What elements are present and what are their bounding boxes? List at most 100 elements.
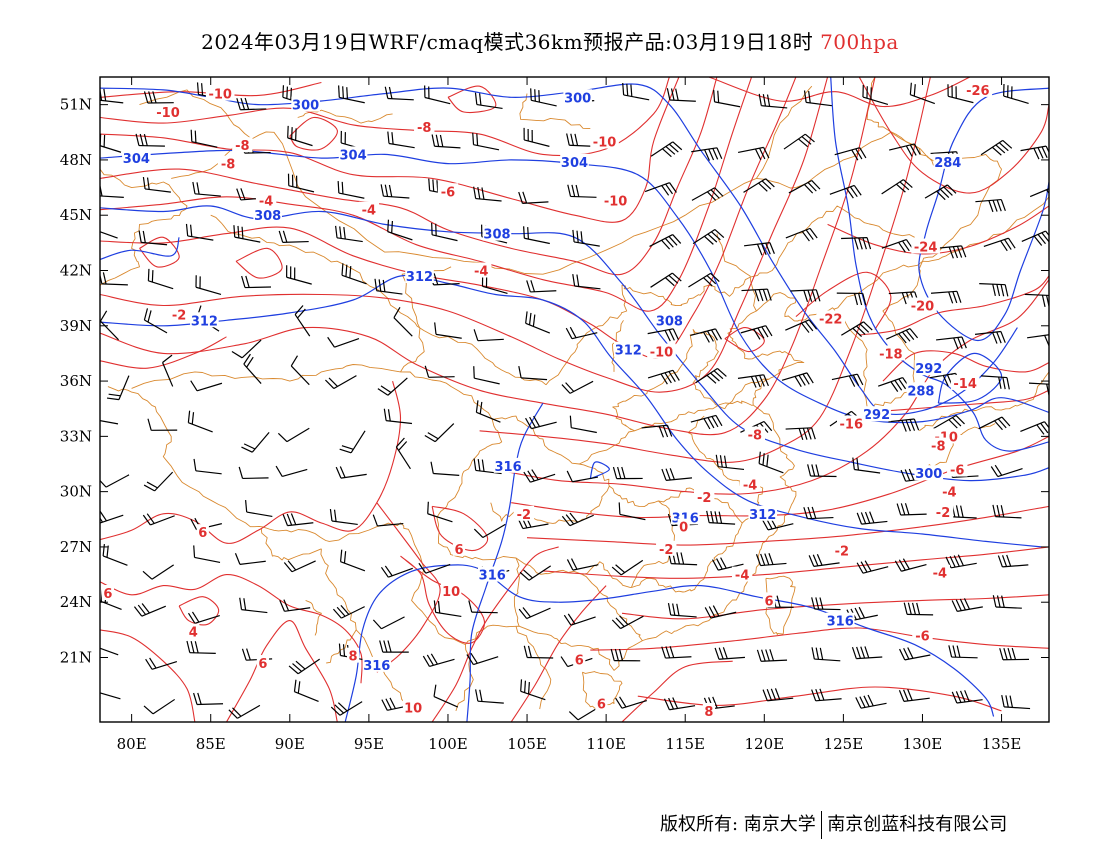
temperature-contour [448, 86, 496, 112]
wind-barb [163, 355, 173, 386]
wind-barb [241, 432, 269, 452]
temperature-contour [236, 248, 282, 278]
wind-barb [998, 555, 1028, 567]
lon-tick-label: 100E [428, 735, 468, 753]
wind-barb [396, 438, 410, 469]
wind-barb [474, 187, 502, 201]
map-frame [100, 77, 1049, 722]
temperature-label: -6 [441, 185, 455, 200]
wind-barb [476, 689, 504, 703]
temperature-label: 6 [455, 543, 464, 558]
wind-barb [936, 246, 966, 258]
temperature-label: 8 [704, 705, 713, 720]
wind-barb [690, 329, 721, 343]
wind-barb [786, 428, 816, 440]
wind-barb [336, 466, 366, 478]
height-label: 308 [254, 209, 281, 224]
temperature-label: -2 [697, 491, 711, 506]
temperature-label: -10 [156, 106, 180, 121]
wind-barb [143, 565, 174, 579]
temperature-label: -22 [819, 312, 843, 327]
wind-barb [852, 646, 882, 658]
wind-barb [889, 144, 920, 156]
wind-barb [294, 680, 318, 702]
wind-barb [857, 561, 888, 574]
temperature-label: -4 [474, 265, 488, 280]
wind-barb [194, 545, 220, 562]
lon-tick-label: 80E [117, 735, 147, 753]
wind-barb [330, 509, 357, 524]
wind-barb [841, 238, 870, 250]
wind-barb [808, 464, 837, 476]
wind-barb [835, 148, 866, 161]
wind-barb [134, 603, 165, 616]
temperature-label: -6 [915, 629, 929, 644]
boundary-line [571, 293, 834, 671]
footer-company: 南京创蓝科技有限公司 [827, 814, 1007, 835]
temperature-label: 8 [349, 650, 358, 665]
temperature-contour [100, 381, 401, 543]
wind-barb [782, 373, 813, 387]
wind-barb [521, 679, 546, 699]
lat-tick-label: 27N [60, 538, 92, 556]
temperature-label: -4 [933, 567, 947, 582]
wind-barb [564, 614, 595, 625]
temperature-contour [179, 597, 219, 625]
lon-tick-label: 125E [824, 735, 864, 753]
temperature-label: 10 [442, 585, 460, 600]
temperature-label: 6 [575, 653, 584, 668]
wind-barb [144, 308, 167, 332]
wind-barb [662, 468, 692, 480]
wind-barb [194, 693, 223, 705]
wind-barb [611, 649, 640, 661]
wind-barb [668, 603, 696, 617]
temperature-label: -18 [879, 347, 903, 362]
temperature-label: 6 [597, 698, 606, 713]
footer-separator [821, 811, 823, 839]
wind-barb [378, 378, 407, 395]
wind-barb [232, 340, 261, 358]
wind-barb [284, 561, 315, 572]
lat-tick-label: 48N [60, 151, 92, 169]
wind-barb [381, 184, 409, 198]
wind-barb [1027, 334, 1057, 346]
temperature-label: -8 [235, 139, 249, 154]
height-contour [100, 275, 1041, 547]
footer: 版权所有: 南京大学 南京创蓝科技有限公司 [660, 810, 1007, 839]
lat-tick-label: 33N [60, 427, 92, 445]
temperature-label: -4 [735, 569, 749, 584]
wind-barb [979, 417, 1010, 430]
temperature-contour [227, 621, 338, 722]
wind-barb [573, 274, 601, 289]
wind-barb [526, 416, 557, 429]
height-label: 316 [494, 460, 521, 475]
temperature-label: -4 [942, 486, 956, 501]
wind-barb [651, 273, 682, 287]
wind-barb [651, 142, 682, 157]
wind-barb [812, 597, 841, 609]
wind-barb [187, 641, 216, 653]
wind-barb [757, 553, 787, 565]
temperature-label: -2 [936, 506, 950, 521]
temperature-label: -14 [953, 377, 977, 392]
wind-barb [936, 337, 966, 349]
lon-tick-label: 135E [982, 735, 1022, 753]
wind-barb [196, 275, 221, 294]
wind-barb [325, 376, 356, 389]
height-label: 316 [363, 659, 390, 674]
lat-tick-label: 36N [60, 372, 92, 390]
wind-barb [328, 337, 359, 347]
wind-barb [1029, 383, 1057, 396]
temperature-label: -2 [659, 543, 673, 558]
height-label: 292 [863, 408, 890, 423]
wind-barb [338, 181, 364, 198]
wind-barb [562, 381, 593, 393]
wind-barb [786, 228, 817, 241]
temperature-label: -2 [835, 545, 849, 560]
temperature-label: -4 [362, 204, 376, 219]
wind-barb [882, 180, 913, 194]
wind-barb [93, 217, 117, 238]
temperature-contour-layer [100, 77, 1049, 722]
lon-tick-label: 120E [745, 735, 785, 753]
temperature-label: -4 [743, 478, 757, 493]
